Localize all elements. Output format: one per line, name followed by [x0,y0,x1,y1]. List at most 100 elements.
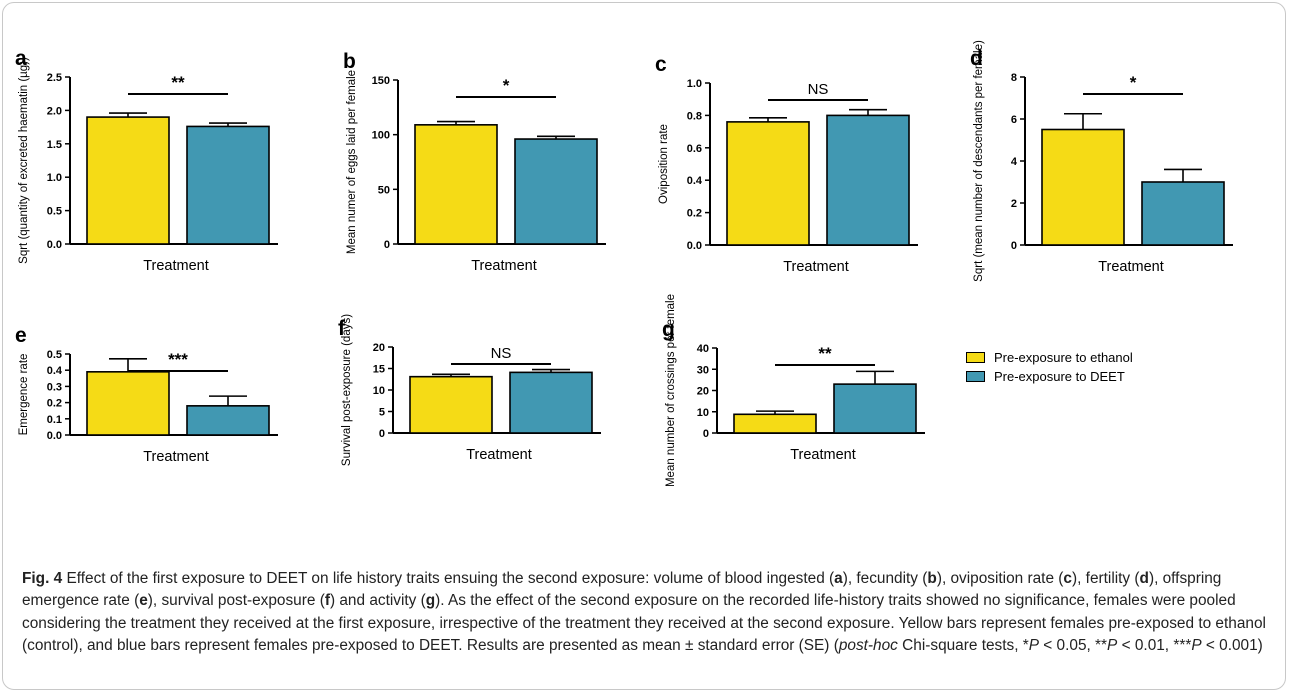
legend-swatch-deet [966,371,985,382]
caption-text: ), survival post-exposure ( [147,592,325,610]
caption-text: < 0.001) [1201,637,1263,655]
legend-label-ethanol: Pre-exposure to ethanol [994,350,1133,365]
x-axis-label-g: Treatment [790,447,856,463]
significance-label-f: NS [491,345,512,362]
y-tick-label-d: 2 [1011,198,1017,210]
y-tick-label-f: 20 [373,342,385,354]
significance-label-b: * [503,76,510,95]
y-tick-label-c: 0.8 [687,110,702,122]
caption-text: ). As the effect of the second exposure … [22,592,1266,655]
panel-label-c: c [655,53,667,76]
y-axis-label-c: Oviposition rate [658,124,670,204]
y-tick-label-c: 0.2 [687,208,702,220]
caption-panel-ref: e [139,592,148,610]
caption-text: ), fecundity ( [842,570,928,587]
y-tick-label-c: 0.4 [687,175,703,187]
x-axis-label-c: Treatment [783,259,849,275]
x-axis-label-a: Treatment [143,258,209,274]
caption-panel-ref: b [927,570,937,587]
y-axis-label-g: Mean number of crossings per female [665,294,677,487]
legend-item-ethanol: Pre-exposure to ethanol [966,348,1133,367]
y-tick-label-f: 0 [379,428,385,440]
y-tick-label-c: 1.0 [687,78,702,90]
significance-label-d: * [1130,73,1137,92]
y-axis-label-a: Sqrt (quantity of excreted haematin (µg)… [18,57,30,264]
bar-b-deet [514,138,598,245]
caption-panel-ref: g [425,592,436,610]
panel-label-a: a [15,47,27,70]
y-tick-label-a: 0.0 [47,239,62,251]
caption-text: ) and activity ( [329,592,426,610]
figure-caption: Fig. 4 Effect of the first exposure to D… [22,568,1272,658]
y-tick-label-e: 0.0 [47,430,62,442]
y-tick-label-f: 5 [379,407,385,419]
bar-d-ethanol [1041,128,1125,246]
y-tick-label-b: 100 [372,130,390,142]
bar-g-deet [833,383,917,434]
y-tick-label-e: 0.1 [47,414,62,426]
legend-item-deet: Pre-exposure to DEET [966,367,1133,386]
bar-c-deet [826,114,910,246]
y-tick-label-b: 50 [378,184,390,196]
y-axis-label-e: Emergence rate [18,354,30,436]
y-tick-label-c: 0.0 [687,240,702,252]
y-tick-label-g: 10 [697,407,709,419]
significance-label-e: *** [168,350,188,369]
y-axis-label-d: Sqrt (mean number of descendants per fem… [973,40,985,282]
y-tick-label-c: 0.6 [687,143,702,155]
y-tick-label-g: 20 [697,386,709,398]
x-axis-label-f: Treatment [466,447,532,463]
x-axis-label-d: Treatment [1098,259,1164,275]
x-axis-label-b: Treatment [471,258,537,274]
y-axis-label-f: Survival post-exposure (days) [341,314,353,466]
y-tick-label-e: 0.3 [47,381,62,393]
legend-swatch-ethanol [966,352,985,363]
y-tick-label-g: 30 [697,364,709,376]
y-tick-label-e: 0.2 [47,398,62,410]
y-tick-label-e: 0.5 [47,349,62,361]
panel-label-e: e [15,324,27,347]
panel-label-f: f [338,317,346,340]
bar-g-ethanol [733,413,817,434]
legend: Pre-exposure to ethanol Pre-exposure to … [966,348,1133,386]
caption-panel-ref: d [1139,570,1149,587]
caption-panel-ref: f [324,592,330,610]
y-tick-label-e: 0.4 [47,365,63,377]
bar-f-ethanol [409,375,493,434]
y-tick-label-a: 2.5 [47,72,62,84]
y-tick-label-a: 0.5 [47,206,62,218]
y-tick-label-f: 15 [373,364,385,376]
panel-label-g: g [662,318,675,341]
bar-b-ethanol [414,124,498,245]
caption-panel-ref: a [834,570,843,587]
figure-number: Fig. 4 [22,570,63,587]
caption-italic: P [1107,637,1118,655]
caption-text: < 0.05, ** [1039,637,1108,655]
y-tick-label-d: 6 [1011,114,1017,126]
bar-d-deet [1141,181,1225,246]
charts-canvas: a 0.0 0.5 1.0 1.5 2.0 2.5 * * Treatment Sqrt (quan… [15,40,1233,487]
bar-e-ethanol [86,371,170,436]
bar-f-deet [509,371,593,434]
caption-text: < 0.01, *** [1117,637,1192,655]
caption-italic: P [1191,637,1202,655]
y-tick-label-d: 0 [1011,240,1017,252]
caption-panel-ref: c [1063,570,1072,587]
legend-label-deet: Pre-exposure to DEET [994,369,1125,384]
bar-a-deet [186,125,270,245]
bar-e-deet [186,405,270,436]
x-axis-label-e: Treatment [143,449,209,465]
y-tick-label-g: 40 [697,343,709,355]
caption-text: ), fertility ( [1071,570,1140,587]
y-tick-label-f: 10 [373,385,385,397]
caption-text: Effect of the first exposure to DEET on … [62,570,835,587]
y-tick-label-a: 1.0 [47,172,62,184]
y-tick-label-g: 0 [703,428,709,440]
y-tick-label-a: 1.5 [47,139,62,151]
y-tick-label-a: 2.0 [47,105,62,117]
caption-italic: post-hoc [838,637,898,655]
panel-label-b: b [343,50,356,73]
y-axis-label-b: Mean numer of eggs laid per female [346,70,358,254]
caption-text: ), oviposition rate ( [936,570,1064,587]
